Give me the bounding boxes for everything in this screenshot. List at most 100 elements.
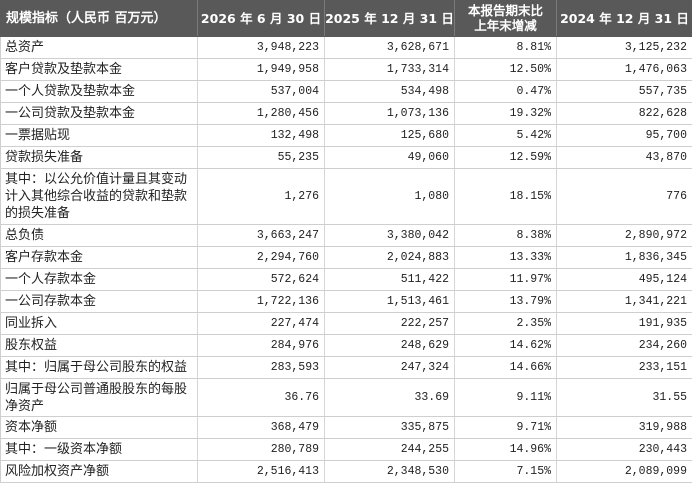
header-change-text: 本报告期末比上年末增减: [467, 3, 543, 33]
value-2026-06-30: 1,276: [198, 169, 325, 224]
value-2026-06-30: 1,280,456: [198, 103, 325, 124]
value-2025-12-31: 2,024,883: [325, 247, 455, 268]
row-label-text: 总资产: [5, 40, 45, 55]
value-2025-12-31: 1,080: [325, 169, 455, 224]
value-2024-12-31: 2,089,099: [624, 465, 687, 478]
row-label-text: 一票据贴现: [5, 128, 71, 143]
change-vs-prior-year-end: 13.33%: [455, 247, 557, 268]
change-vs-prior-year-end: 14.62%: [455, 335, 557, 356]
row-label-text: 一个人贷款及垫款本金: [5, 84, 136, 99]
value-2025-12-31: 247,324: [325, 357, 455, 378]
row-label: 一个人贷款及垫款本金: [0, 81, 198, 102]
change-vs-prior-year-end: 19.32%: [455, 103, 557, 124]
row-label-text: 归属于母公司普通股股东的每股净资产: [5, 381, 188, 414]
row-label: 其中：一级资本净额: [0, 439, 198, 460]
header-metric: 规模指标（人民币 百万元）: [0, 0, 198, 36]
change-vs-prior-year-end: 9.71%: [455, 417, 557, 438]
header-metric-text: 规模指标（人民币 百万元）: [6, 10, 167, 26]
change-vs-prior-year-end: 8.81%: [455, 37, 557, 58]
row-label: 资本净额: [0, 417, 198, 438]
row-label: 客户存款本金: [0, 247, 198, 268]
change-vs-prior-year-end: 14.96%: [455, 439, 557, 460]
value-2025-12-31: 335,875: [325, 417, 455, 438]
table-row: 一个人贷款及垫款本金 537,004 534,498 0.47% 557,735: [0, 81, 692, 103]
value-2025-12-31: 1,073,136: [325, 103, 455, 124]
table-header-row: 规模指标（人民币 百万元） 2026 年 6 月 30 日 2025 年 12 …: [0, 0, 692, 37]
value-2024-12-31: 95,700: [645, 129, 687, 142]
value-2024-12-31: 31.55: [652, 391, 687, 404]
change-vs-prior-year-end: 9.11%: [455, 379, 557, 416]
value-2026-06-30: 537,004: [198, 81, 325, 102]
row-label: 一公司贷款及垫款本金: [0, 103, 198, 124]
value-2025-12-31: 244,255: [325, 439, 455, 460]
value-2026-06-30: 284,976: [198, 335, 325, 356]
header-2025-12-31: 2025 年 12 月 31 日: [325, 0, 455, 36]
value-2026-06-30: 1,949,958: [198, 59, 325, 80]
row-label-text: 其中：一级资本净额: [5, 442, 123, 457]
table-row: 总资产 3,948,223 3,628,671 8.81% 3,125,232: [0, 37, 692, 59]
change-vs-prior-year-end: 7.15%: [455, 461, 557, 482]
value-2024-12-31: 319,988: [638, 421, 687, 434]
row-label-text: 其中：以公允价值计量且其变动计入其他综合收益的贷款和垫款的损失准备: [5, 172, 188, 221]
value-2024-12-31: 230,443: [638, 443, 687, 456]
value-2025-12-31: 49,060: [325, 147, 455, 168]
value-2026-06-30: 2,294,760: [198, 247, 325, 268]
row-label-text: 总负债: [5, 228, 45, 243]
change-vs-prior-year-end: 11.97%: [455, 269, 557, 290]
table-row: 一票据贴现 132,498 125,680 5.42% 95,700: [0, 125, 692, 147]
row-label: 同业拆入: [0, 313, 198, 334]
value-2026-06-30: 280,789: [198, 439, 325, 460]
value-2024-12-31: 43,870: [645, 151, 687, 164]
table-row: 一个人存款本金 572,624 511,422 11.97% 495,124: [0, 269, 692, 291]
value-2025-12-31: 1,733,314: [325, 59, 455, 80]
value-2024-12-31: 495,124: [638, 273, 687, 286]
table-row: 客户存款本金 2,294,760 2,024,883 13.33% 1,836,…: [0, 247, 692, 269]
value-2026-06-30: 368,479: [198, 417, 325, 438]
value-2024-12-31: 822,628: [638, 107, 687, 120]
row-label-text: 贷款损失准备: [5, 150, 84, 165]
value-2026-06-30: 2,516,413: [198, 461, 325, 482]
table-row: 同业拆入 227,474 222,257 2.35% 191,935: [0, 313, 692, 335]
row-label: 客户贷款及垫款本金: [0, 59, 198, 80]
header-2026-06-30-text: 2026 年 6 月 30 日: [200, 10, 322, 26]
value-2026-06-30: 55,235: [198, 147, 325, 168]
row-label: 贷款损失准备: [0, 147, 198, 168]
value-2026-06-30: 572,624: [198, 269, 325, 290]
value-2024-12-31: 234,260: [638, 339, 687, 352]
row-label-text: 一个人存款本金: [5, 272, 97, 287]
value-2026-06-30: 3,948,223: [198, 37, 325, 58]
value-2026-06-30: 227,474: [198, 313, 325, 334]
value-2024-12-31: 191,935: [638, 317, 687, 330]
value-2025-12-31: 33.69: [325, 379, 455, 416]
value-2026-06-30: 36.76: [198, 379, 325, 416]
header-2026-06-30: 2026 年 6 月 30 日: [198, 0, 325, 36]
change-vs-prior-year-end: 5.42%: [455, 125, 557, 146]
change-vs-prior-year-end: 13.79%: [455, 291, 557, 312]
change-vs-prior-year-end: 12.50%: [455, 59, 557, 80]
value-2025-12-31: 3,628,671: [325, 37, 455, 58]
row-label-text: 同业拆入: [5, 316, 58, 331]
change-vs-prior-year-end: 0.47%: [455, 81, 557, 102]
value-2025-12-31: 2,348,530: [325, 461, 455, 482]
table-row: 股东权益 284,976 248,629 14.62% 234,260: [0, 335, 692, 357]
value-2025-12-31: 125,680: [325, 125, 455, 146]
value-2025-12-31: 511,422: [325, 269, 455, 290]
table-row: 总负债 3,663,247 3,380,042 8.38% 2,890,972: [0, 225, 692, 247]
row-label-text: 其中：归属于母公司股东的权益: [5, 360, 188, 375]
change-vs-prior-year-end: 2.35%: [455, 313, 557, 334]
value-2025-12-31: 1,513,461: [325, 291, 455, 312]
row-label: 风险加权资产净额: [0, 461, 198, 482]
value-2024-12-31: 1,341,221: [624, 295, 687, 308]
row-label-text: 一公司贷款及垫款本金: [5, 106, 136, 121]
table-row: 其中：以公允价值计量且其变动计入其他综合收益的贷款和垫款的损失准备 1,276 …: [0, 169, 692, 225]
value-2024-12-31: 2,890,972: [624, 229, 687, 242]
value-2025-12-31: 534,498: [325, 81, 455, 102]
header-2024-12-31: 2024 年 12 月 31 日: [557, 0, 692, 36]
table-row: 一公司存款本金 1,722,136 1,513,461 13.79% 1,341…: [0, 291, 692, 313]
value-2026-06-30: 283,593: [198, 357, 325, 378]
row-label-text: 客户存款本金: [5, 250, 84, 265]
row-label-text: 资本净额: [5, 420, 58, 435]
row-label: 股东权益: [0, 335, 198, 356]
value-2024-12-31: 557,735: [638, 85, 687, 98]
